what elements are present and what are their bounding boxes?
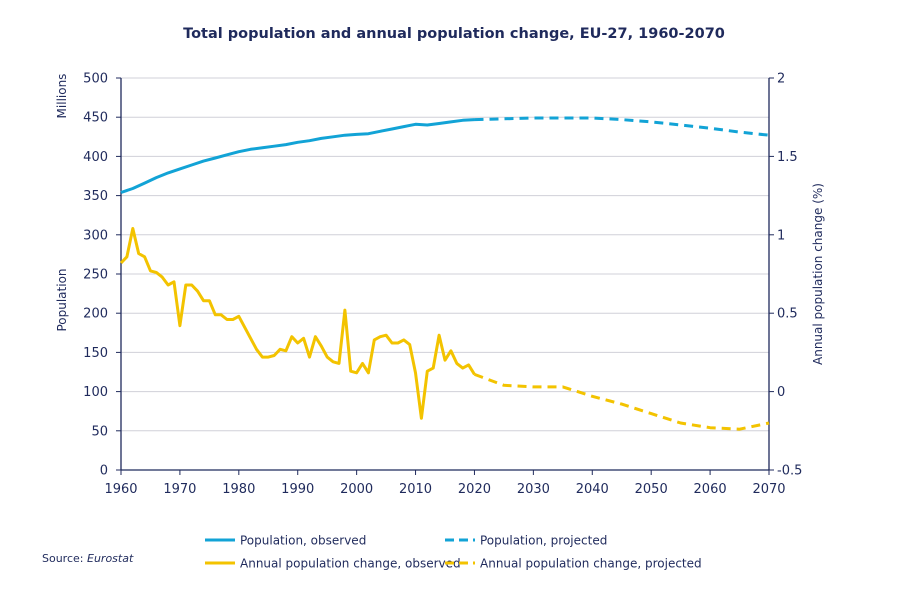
legend-label: Population, projected (480, 534, 607, 548)
right-tick-label: 0 (777, 385, 785, 400)
legend-label: Annual population change, projected (480, 557, 702, 571)
source-name: Eurostat (87, 552, 134, 565)
left-tick-label: 500 (83, 72, 108, 87)
x-tick-label: 2030 (517, 482, 550, 497)
x-tick-label: 2040 (576, 482, 609, 497)
left-tick-label: 0 (100, 464, 108, 479)
legend-item: Population, projected (445, 534, 607, 548)
x-tick-label: 1960 (104, 482, 137, 497)
series-line-annual-population-change-observed (119, 227, 476, 420)
left-tick-label: 50 (91, 424, 108, 439)
legend-item: Population, observed (205, 534, 366, 548)
x-tick-label: 2050 (635, 482, 668, 497)
left-tick-label: 100 (83, 385, 108, 400)
left-tick-label: 450 (83, 111, 108, 126)
x-tick-label: 1990 (281, 482, 314, 497)
series-line-annual-population-change-projected (473, 372, 770, 431)
legend-item: Annual population change, projected (445, 557, 702, 571)
right-tick-label: -0.5 (777, 464, 802, 479)
right-tick-label: 1 (777, 228, 785, 243)
chart-title: Total population and annual population c… (183, 26, 725, 42)
right-tick-label: 0.5 (777, 307, 798, 322)
series-line-population-projected (474, 116, 770, 137)
series-line-population-observed (120, 118, 475, 194)
x-tick-label: 2070 (752, 482, 785, 497)
right-tick-label: 2 (777, 72, 785, 87)
x-tick-label: 2020 (458, 482, 491, 497)
left-tick-label: 300 (83, 228, 108, 243)
left-tick-label: 150 (83, 346, 108, 361)
left-axis-unit-label: Millions (55, 74, 69, 119)
left-tick-label: 200 (83, 307, 108, 322)
legend-label: Population, observed (240, 534, 366, 548)
left-tick-label: 350 (83, 189, 108, 204)
legend-item: Annual population change, observed (205, 557, 461, 571)
x-tick-label: 2000 (340, 482, 373, 497)
x-tick-label: 2060 (694, 482, 727, 497)
x-tick-label: 1980 (222, 482, 255, 497)
right-axis-title: Annual population change (%) (811, 183, 825, 365)
source-note: Source: Eurostat (42, 552, 133, 565)
left-tick-label: 250 (83, 268, 108, 283)
source-label: Source: (42, 552, 84, 565)
x-tick-label: 1970 (163, 482, 196, 497)
x-tick-label: 2010 (399, 482, 432, 497)
right-tick-label: 1.5 (777, 150, 798, 165)
left-tick-label: 400 (83, 150, 108, 165)
legend-label: Annual population change, observed (240, 557, 461, 571)
left-axis-title: Population (55, 268, 69, 331)
